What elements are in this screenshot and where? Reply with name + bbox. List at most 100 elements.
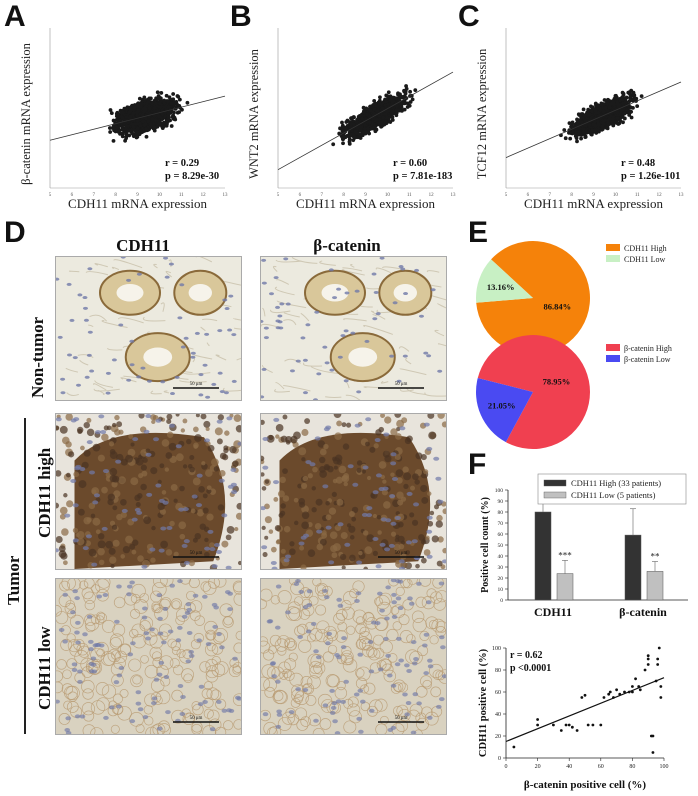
panel-label-d: D xyxy=(4,216,26,249)
bar-ytick-label: 100 xyxy=(495,488,504,494)
bar-1-0 xyxy=(624,534,642,601)
corr-point xyxy=(586,723,590,727)
corr-point xyxy=(599,723,603,727)
y-axis-label: TCF12 mRNA expression xyxy=(475,48,489,179)
svg-text:6: 6 xyxy=(71,193,74,198)
scale-bar-label: 50 μm xyxy=(190,716,203,721)
corr-point xyxy=(615,688,618,692)
corr-annotation: r = 0.62 xyxy=(510,650,542,661)
corr-xtick-label: 40 xyxy=(566,764,572,770)
significance-mark: *** xyxy=(558,550,572,560)
pie1-legend-0: β-catenin High xyxy=(624,344,672,353)
r-value: r = 0.29 xyxy=(165,158,199,169)
scale-bar-label: 50 μm xyxy=(190,551,203,556)
svg-text:5: 5 xyxy=(277,193,280,198)
bar-ytick-label: 60 xyxy=(498,532,504,538)
bar-legend-swatch xyxy=(543,491,567,499)
corr-point xyxy=(608,690,612,694)
pie0-slice-1 xyxy=(476,259,533,303)
corr-point xyxy=(651,751,655,754)
row-label-cdh11-high: CDH11 high xyxy=(35,447,54,538)
corr-ytick-label: 20 xyxy=(495,734,501,740)
bar-0-0 xyxy=(534,511,552,601)
ihc-col-title-cdh11: CDH11 xyxy=(116,236,170,255)
bar-ytick-label: 50 xyxy=(498,543,504,549)
pie1-legend-1: β-catenin Low xyxy=(624,355,671,364)
corr-point xyxy=(591,723,595,727)
corr-point xyxy=(631,685,634,688)
group-label-tumor: Tumor xyxy=(4,555,23,605)
bar-ytick-label: 0 xyxy=(500,598,503,604)
svg-text:5: 5 xyxy=(49,193,52,198)
svg-text:13: 13 xyxy=(223,193,229,198)
corr-point xyxy=(575,729,579,732)
ihc-nontumor-cdh11: 50 μm xyxy=(55,256,242,401)
svg-text:7: 7 xyxy=(93,193,96,198)
bar-ytick-label: 80 xyxy=(498,510,504,516)
ihc-high-bcatenin: 50 μm xyxy=(260,413,447,570)
pie0-label-0: 86.84% xyxy=(543,301,571,311)
y-axis-label: β-catenin mRNA expression xyxy=(19,42,33,184)
r-value: r = 0.48 xyxy=(621,158,655,169)
panel-label-f: F xyxy=(468,448,487,481)
corr-point xyxy=(536,718,539,721)
panel-label-e: E xyxy=(468,216,489,249)
corr-point xyxy=(659,685,663,688)
corr-point xyxy=(570,725,574,729)
svg-text:7: 7 xyxy=(549,193,552,198)
corr-point xyxy=(567,723,571,727)
panel-label-b: B xyxy=(230,0,252,33)
pie0-slice-0 xyxy=(476,241,590,355)
scatter-panel-0: 5 6 7 8 9 10 11 12 13 β-catenin mRNA expression CD… xyxy=(19,28,229,211)
svg-text:6: 6 xyxy=(527,193,530,198)
corr-xtick-label: 60 xyxy=(598,764,604,770)
svg-text:10: 10 xyxy=(157,193,163,198)
bar-ytick-label: 10 xyxy=(498,587,504,593)
corr-point xyxy=(623,690,626,694)
corr-point xyxy=(602,696,606,699)
bar-ylabel: Positive cell count (%) xyxy=(480,497,491,593)
tumor-bracket-line xyxy=(24,418,26,734)
correlation-scatter: 00 20 20 40 40 60 60 80 80 100 100 r = 0.62 p <0.000… xyxy=(478,646,669,791)
legend-swatch xyxy=(606,255,620,262)
svg-text:13: 13 xyxy=(451,193,457,198)
corr-xtick-label: 0 xyxy=(505,764,508,770)
svg-text:8: 8 xyxy=(570,193,573,198)
bar-ytick-label: 40 xyxy=(498,554,504,560)
corr-point xyxy=(657,646,661,650)
pie1-slice-0 xyxy=(477,335,590,449)
bar-legend-swatch xyxy=(543,479,567,487)
legend-swatch xyxy=(606,244,620,251)
panel-label-a: A xyxy=(4,0,26,33)
corr-point xyxy=(646,657,650,661)
legend-swatch xyxy=(606,344,620,351)
corr-point xyxy=(580,696,584,699)
pie0-legend-1: CDH11 Low xyxy=(624,255,665,264)
svg-text:8: 8 xyxy=(342,193,345,198)
svg-text:9: 9 xyxy=(364,193,367,198)
svg-text:13: 13 xyxy=(679,193,685,198)
corr-point xyxy=(559,729,563,732)
bar-ytick-label: 70 xyxy=(498,521,504,527)
scatter-points xyxy=(559,88,644,144)
corr-point xyxy=(656,657,660,661)
svg-text:6: 6 xyxy=(299,193,302,198)
ihc-low-cdh11: 50 μm xyxy=(55,578,242,735)
corr-fit-line xyxy=(505,677,665,743)
corr-xtick-label: 80 xyxy=(629,764,635,770)
svg-text:11: 11 xyxy=(407,193,412,198)
corr-point xyxy=(638,688,642,692)
svg-text:5: 5 xyxy=(505,193,508,198)
corr-point xyxy=(656,663,660,666)
x-axis-label: CDH11 mRNA expression xyxy=(524,196,663,211)
corr-ytick-label: 60 xyxy=(495,690,501,696)
corr-point xyxy=(552,723,555,727)
bar-category-label: CDH11 xyxy=(534,605,572,619)
y-axis-label: WNT2 mRNA expression xyxy=(247,48,261,179)
svg-text:12: 12 xyxy=(201,193,207,198)
corr-point xyxy=(646,663,650,666)
corr-point xyxy=(536,723,539,727)
bar-chart: 0 10 20 30 40 50 60 70 80 90 100 Positive cell coun… xyxy=(480,473,688,619)
corr-point xyxy=(646,654,650,658)
scatter-panel-1: 5 6 7 8 9 10 11 12 13 WNT2 mRNA expression CDH11 m… xyxy=(247,28,457,211)
